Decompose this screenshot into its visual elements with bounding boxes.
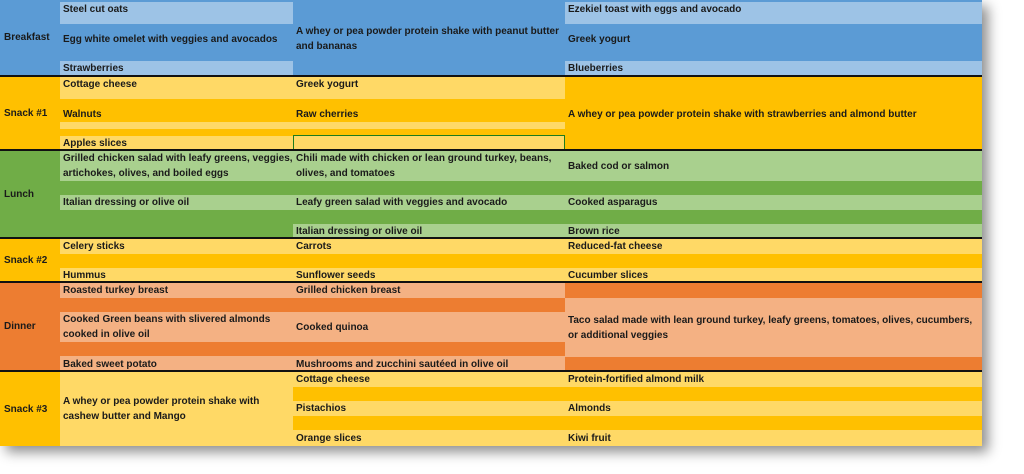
- row-stripe: [505, 181, 982, 188]
- food-cell[interactable]: Reduced-fat cheese: [565, 239, 982, 254]
- food-cell[interactable]: Strawberries: [60, 61, 293, 75]
- food-cell[interactable]: Egg white omelet with veggies and avocad…: [60, 24, 293, 54]
- food-cell[interactable]: Walnuts: [63, 108, 102, 120]
- food-cell[interactable]: Blueberries: [565, 61, 982, 75]
- food-cell[interactable]: Cooked asparagus: [565, 195, 982, 210]
- food-cell[interactable]: Pistachios: [293, 401, 565, 416]
- food-cell[interactable]: A whey or pea powder protein shake with …: [568, 108, 917, 120]
- meal-label-dinner: Dinner: [4, 321, 36, 332]
- food-cell[interactable]: Raw cherries: [296, 108, 359, 120]
- food-cell[interactable]: Cottage cheese: [293, 372, 565, 387]
- food-cell[interactable]: Orange slices: [293, 430, 565, 446]
- food-cell[interactable]: Taco salad made with lean ground turkey,…: [565, 298, 982, 357]
- meal-label-snack-2: Snack #2: [4, 254, 48, 266]
- food-cell[interactable]: Carrots: [293, 239, 565, 254]
- row-snack-3: Snack #3 A whey or pea powder protein sh…: [0, 370, 982, 446]
- food-cell[interactable]: Apples slices: [60, 136, 293, 151]
- food-cell[interactable]: Grilled chicken breast: [293, 283, 565, 298]
- food-cell[interactable]: Almonds: [565, 401, 982, 416]
- food-cell[interactable]: A whey or pea powder protein shake with …: [63, 395, 260, 422]
- food-cell[interactable]: A whey or pea powder protein shake with …: [296, 26, 559, 52]
- meal-label-snack-3: Snack #3: [4, 403, 48, 415]
- row-snack-1: Snack #1 Cottage cheese Walnuts Apples s…: [0, 75, 982, 151]
- food-cell[interactable]: Cooked quinoa: [293, 312, 565, 342]
- food-cell[interactable]: Italian dressing or olive oil: [293, 224, 565, 239]
- row-lunch: Lunch Grilled chicken salad with leafy g…: [0, 149, 982, 239]
- meal-label-breakfast: Breakfast: [4, 32, 50, 43]
- food-cell[interactable]: Cucumber slices: [565, 268, 982, 283]
- food-cell[interactable]: Chili made with chicken or lean ground t…: [293, 151, 565, 181]
- food-cell[interactable]: Greek yogurt: [565, 24, 982, 54]
- food-cell[interactable]: Celery sticks: [60, 239, 293, 254]
- food-cell[interactable]: Greek yogurt: [293, 77, 565, 92]
- food-cell[interactable]: Brown rice: [565, 224, 982, 239]
- food-cell[interactable]: Sunflower seeds: [293, 268, 565, 283]
- row-dinner: Dinner Roasted turkey breast Cooked Gree…: [0, 281, 982, 372]
- food-cell[interactable]: Cooked Green beans with slivered almonds…: [60, 312, 293, 342]
- meal-plan-sheet: Breakfast Steel cut oats Egg white omele…: [0, 0, 982, 446]
- food-cell[interactable]: Italian dressing or olive oil: [60, 195, 293, 210]
- food-cell[interactable]: Grilled chicken salad with leafy greens,…: [60, 151, 293, 181]
- food-cell[interactable]: Steel cut oats: [60, 2, 293, 17]
- meal-label-lunch: Lunch: [4, 188, 34, 200]
- food-cell[interactable]: Cottage cheese: [60, 77, 293, 92]
- row-snack-2: Snack #2 Celery sticks Hummus Carrots Su…: [0, 237, 982, 283]
- food-cell[interactable]: Roasted turkey breast: [60, 283, 293, 298]
- row-stripe: [60, 92, 565, 99]
- row-stripe: [60, 122, 565, 129]
- food-cell[interactable]: [293, 136, 565, 151]
- meal-label-snack-1: Snack #1: [4, 107, 48, 119]
- row-breakfast: Breakfast Steel cut oats Egg white omele…: [0, 0, 982, 75]
- food-cell[interactable]: Mushrooms and zucchini sautéed in olive …: [293, 356, 565, 372]
- food-cell[interactable]: Leafy green salad with veggies and avoca…: [293, 195, 565, 210]
- food-cell[interactable]: Kiwi fruit: [565, 430, 982, 446]
- food-cell[interactable]: Protein-fortified almond milk: [565, 372, 982, 387]
- food-cell[interactable]: Ezekiel toast with eggs and avocado: [565, 2, 982, 17]
- food-cell[interactable]: Baked cod or salmon: [565, 151, 982, 181]
- food-cell[interactable]: Hummus: [60, 268, 293, 283]
- food-cell[interactable]: Baked sweet potato: [60, 356, 293, 372]
